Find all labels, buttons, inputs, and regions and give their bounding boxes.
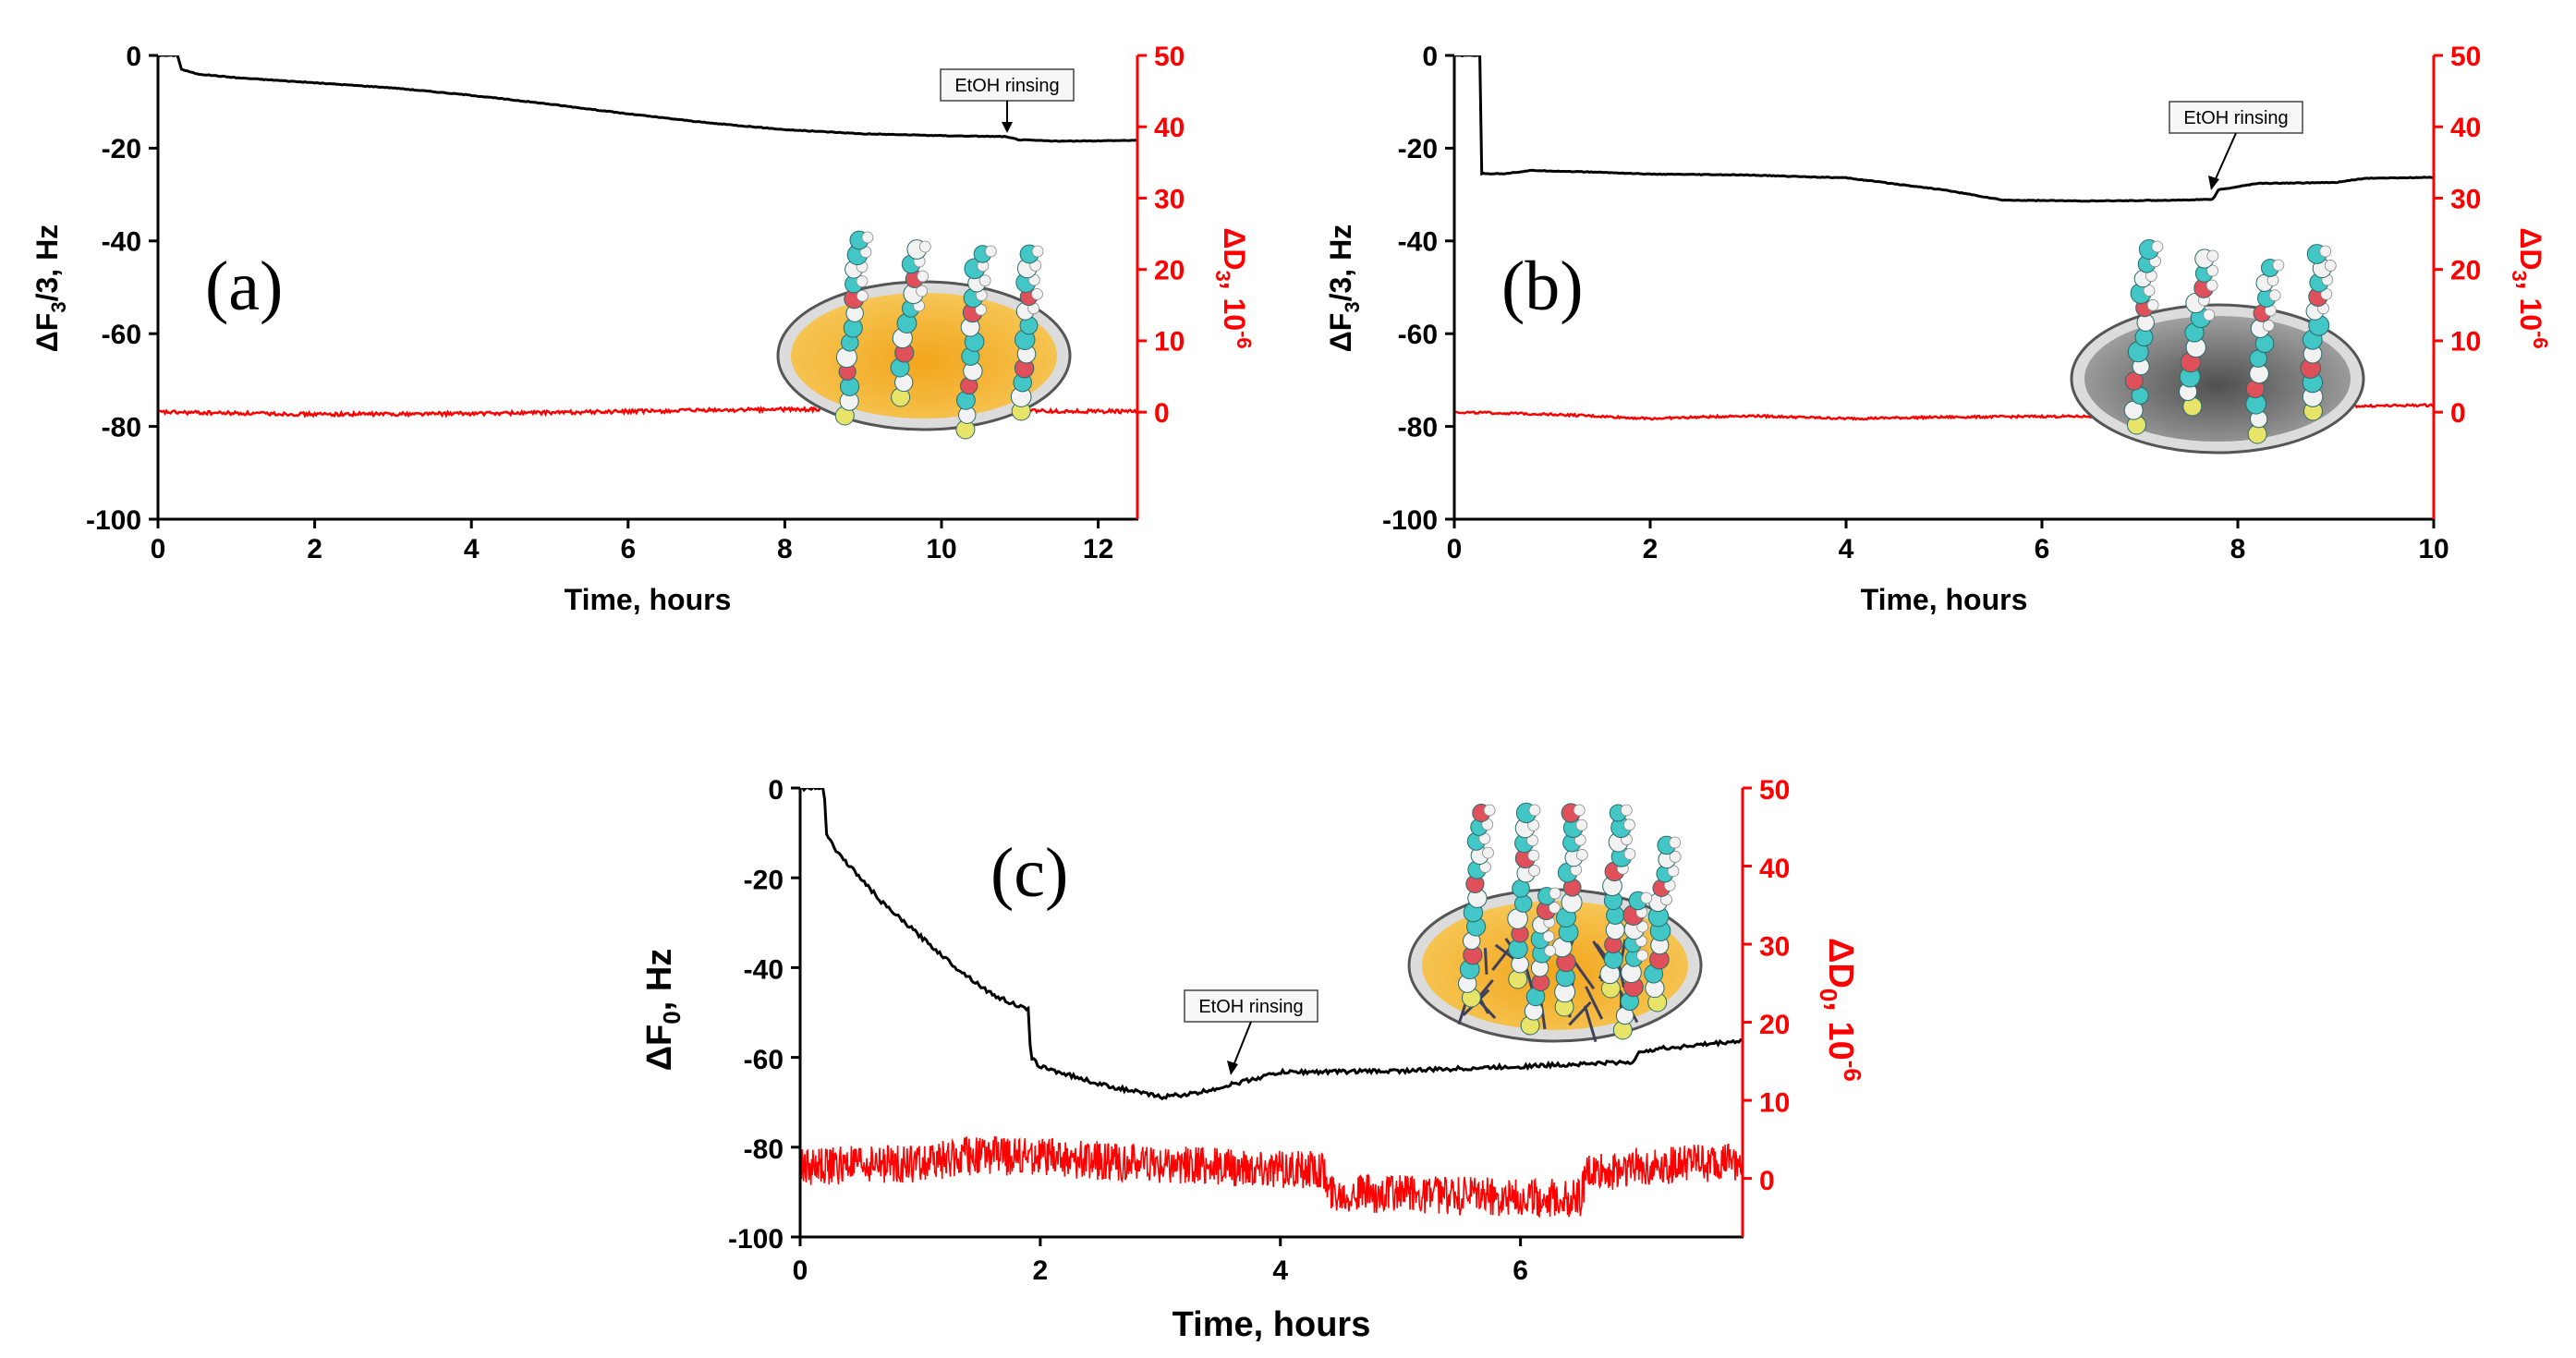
panel-b-ytick-label: -80 bbox=[1398, 412, 1438, 443]
panel-c-substrate-illustration bbox=[1407, 802, 1703, 1043]
panel-a-xtick-label: 2 bbox=[307, 534, 322, 564]
panel-b-y2tick-label: 20 bbox=[2450, 255, 2481, 285]
panel-c-ytick-label: -100 bbox=[728, 1224, 784, 1255]
panel-b-y2tick-label: 50 bbox=[2450, 42, 2481, 72]
panel-c-annotation: EtOH rinsing bbox=[1184, 989, 1318, 1075]
panel-c: 0 2 4 6 0 -20 -40 -60 -80 -100 0 10 20 30 40 50 (c) Tim… bbox=[640, 775, 1866, 1344]
panel-c-ytick-label: 0 bbox=[768, 775, 784, 806]
panel-b-xtick-label: 6 bbox=[2035, 534, 2050, 564]
panel-b-ytick-label: -100 bbox=[1382, 505, 1438, 536]
panel-c-y2tick-label: 0 bbox=[1759, 1166, 1775, 1196]
panel-b-y2tick-label: 40 bbox=[2450, 113, 2481, 143]
panel-a-ytick-label: -20 bbox=[102, 134, 141, 164]
panel-a-y2label: ΔD3, 10-6 bbox=[1211, 227, 1256, 348]
panel-b-xtick-label: 2 bbox=[1643, 534, 1659, 564]
svg-text:EtOH rinsing: EtOH rinsing bbox=[1198, 997, 1303, 1017]
panel-c-y2tick-label: 30 bbox=[1759, 931, 1790, 962]
panel-b-ytick-label: -20 bbox=[1398, 134, 1438, 164]
panel-a-xtick-label: 12 bbox=[1083, 534, 1113, 564]
panel-b-y2tick-label: 10 bbox=[2450, 327, 2481, 358]
panel-b-xlabel: Time, hours bbox=[1861, 583, 2028, 616]
panel-a-xtick-label: 6 bbox=[620, 534, 636, 564]
panel-a-xtick-label: 0 bbox=[151, 534, 166, 564]
panel-a-y2tick-label: 0 bbox=[1154, 398, 1170, 429]
panel-c-y2tick-label: 50 bbox=[1759, 775, 1790, 806]
panel-b-frequency-line bbox=[1454, 55, 2434, 203]
panel-a: 0 2 4 6 8 10 12 0 -20 -40 -60 -80 -100 0 10 20 30 40 50 (a… bbox=[30, 42, 1256, 616]
panel-b-substrate-illustration bbox=[2070, 238, 2365, 455]
svg-text:EtOH rinsing: EtOH rinsing bbox=[954, 76, 1059, 96]
panel-a-ytick-label: -40 bbox=[102, 227, 141, 258]
panel-b-xtick-label: 4 bbox=[1839, 534, 1854, 564]
panel-a-substrate-illustration bbox=[776, 230, 1072, 440]
panel-a-ytick-label: -60 bbox=[102, 320, 141, 350]
panel-a-axes: 0 2 4 6 8 10 12 0 -20 -40 -60 -80 -100 0 10 20 30 40 50 bbox=[86, 42, 1185, 564]
panel-a-annotation: EtOH rinsing bbox=[940, 68, 1075, 133]
panel-a-y2tick-label: 40 bbox=[1154, 113, 1185, 143]
panel-b-y2tick-label: 30 bbox=[2450, 184, 2481, 214]
panel-b-y2tick-label: 0 bbox=[2450, 398, 2466, 429]
panel-b-label: (b) bbox=[1501, 248, 1584, 325]
panel-c-y2tick-label: 40 bbox=[1759, 854, 1790, 884]
panel-b-xtick-label: 8 bbox=[2230, 534, 2246, 564]
panel-a-xtick-label: 8 bbox=[777, 534, 793, 564]
panel-c-xtick-label: 4 bbox=[1272, 1255, 1288, 1286]
panel-a-ylabel: ΔF3/3, Hz bbox=[30, 224, 70, 352]
panel-c-y2tick-label: 20 bbox=[1759, 1010, 1790, 1040]
panel-a-xtick-label: 4 bbox=[464, 534, 480, 564]
panel-b-ylabel: ΔF3/3, Hz bbox=[1324, 224, 1364, 352]
panel-c-xtick-label: 2 bbox=[1033, 1255, 1049, 1286]
panel-c-y2label: ΔD0, 10-6 bbox=[1815, 938, 1866, 1082]
panel-a-xtick-label: 10 bbox=[926, 534, 956, 564]
panel-b-axes: 0 2 4 6 8 10 0 -20 -40 -60 -80 -100 0 10 20 30 40 50 bbox=[1382, 42, 2481, 564]
panel-c-plot bbox=[799, 788, 1744, 1219]
panel-c-axes: 0 2 4 6 0 -20 -40 -60 -80 -100 0 10 20 30 40 50 bbox=[728, 775, 1790, 1286]
panel-a-frequency-line bbox=[157, 55, 1138, 143]
panel-b-xtick-label: 10 bbox=[2418, 534, 2448, 564]
panel-c-ytick-label: -40 bbox=[744, 955, 784, 986]
panel-b-annotation: EtOH rinsing bbox=[2169, 101, 2303, 190]
panel-c-frequency-line bbox=[800, 788, 1744, 1101]
panel-c-dissipation-line bbox=[799, 1135, 1744, 1219]
panel-c-ylabel: ΔF0, Hz bbox=[640, 949, 686, 1072]
panel-c-xlabel: Time, hours bbox=[1173, 1305, 1371, 1344]
panel-a-y2tick-label: 20 bbox=[1154, 255, 1185, 285]
panel-a-ytick-label: -100 bbox=[86, 505, 141, 536]
panel-a-ytick-label: -80 bbox=[102, 412, 141, 443]
panel-c-xtick-label: 6 bbox=[1513, 1255, 1528, 1286]
panel-c-ytick-label: -60 bbox=[744, 1045, 784, 1075]
panel-a-y2tick-label: 50 bbox=[1154, 42, 1185, 72]
panel-a-xlabel: Time, hours bbox=[565, 583, 732, 616]
panel-a-label: (a) bbox=[205, 248, 283, 325]
panel-a-ytick-label: 0 bbox=[126, 42, 141, 72]
panel-b-xtick-label: 0 bbox=[1447, 534, 1463, 564]
panel-a-y2tick-label: 30 bbox=[1154, 184, 1185, 214]
panel-c-y2tick-label: 10 bbox=[1759, 1087, 1790, 1118]
svg-text:EtOH rinsing: EtOH rinsing bbox=[2183, 108, 2288, 128]
panel-b-ytick-label: -40 bbox=[1398, 227, 1438, 258]
panel-c-xtick-label: 0 bbox=[793, 1255, 808, 1286]
panel-b-ytick-label: 0 bbox=[1422, 42, 1438, 72]
panel-b-ytick-label: -60 bbox=[1398, 320, 1438, 350]
panel-a-y2tick-label: 10 bbox=[1154, 327, 1185, 358]
panel-c-label: (c) bbox=[990, 834, 1068, 912]
panel-b-y2label: ΔD3, 10-6 bbox=[2508, 227, 2552, 348]
panel-c-ytick-label: -80 bbox=[744, 1134, 784, 1165]
panel-c-ytick-label: -20 bbox=[744, 865, 784, 895]
